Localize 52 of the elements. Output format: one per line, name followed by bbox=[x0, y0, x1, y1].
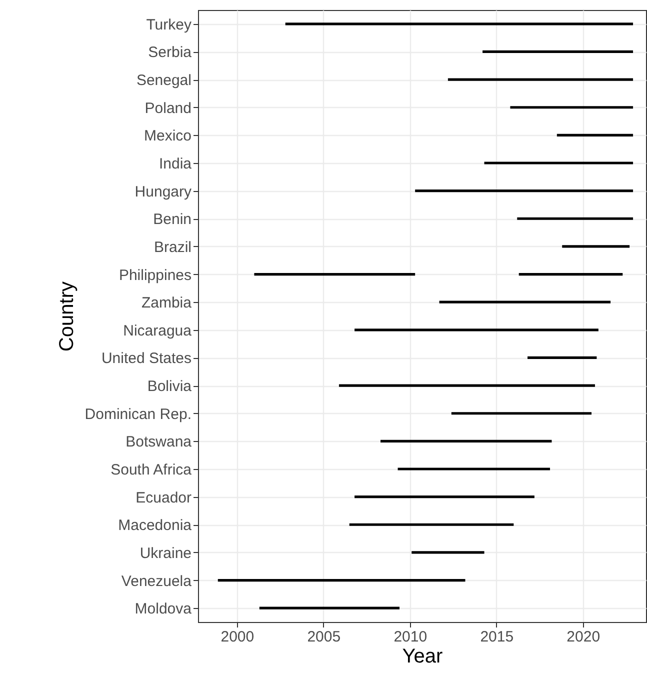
bar bbox=[484, 162, 634, 164]
y-tick-label: Moldova bbox=[134, 600, 192, 618]
y-tick-label: South Africa bbox=[110, 462, 192, 478]
bar bbox=[354, 328, 598, 332]
x-tick-label: 2020 bbox=[566, 628, 600, 646]
y-tick-label: Venezuela bbox=[121, 572, 192, 590]
bar bbox=[349, 523, 514, 526]
bar bbox=[556, 134, 634, 136]
y-tick-label: India bbox=[158, 156, 192, 172]
y-tick-label: Ukraine bbox=[140, 544, 192, 562]
x-tick-label: 2015 bbox=[480, 628, 514, 646]
x-tick-label: 2010 bbox=[394, 628, 428, 646]
y-tick-label: Turkey bbox=[146, 16, 192, 34]
bar bbox=[528, 356, 597, 360]
bar bbox=[451, 412, 592, 415]
bar bbox=[285, 22, 634, 26]
y-tick-label: Zambia bbox=[141, 294, 192, 312]
y-tick-label: Hungary bbox=[134, 183, 192, 200]
y-tick-label: Brazil bbox=[154, 238, 192, 256]
bar bbox=[354, 496, 534, 498]
y-tick-label: Ecuador bbox=[136, 489, 192, 506]
y-tick-label: Nicaragua bbox=[123, 322, 192, 340]
y-tick-label: Serbia bbox=[148, 44, 192, 62]
bar bbox=[562, 245, 630, 248]
bar bbox=[482, 50, 634, 54]
x-axis-title: Year bbox=[402, 646, 444, 668]
y-tick-label: Philippines bbox=[118, 266, 192, 284]
bar bbox=[439, 300, 611, 304]
y-tick-label: United States bbox=[101, 350, 192, 368]
y-tick-label: Mexico bbox=[144, 128, 192, 145]
y-tick-label: Macedonia bbox=[118, 517, 192, 534]
bar bbox=[254, 272, 416, 276]
bar bbox=[218, 578, 466, 582]
x-tick-label: 2005 bbox=[307, 628, 341, 646]
y-tick-label: Botswana bbox=[126, 434, 192, 451]
bar bbox=[338, 384, 595, 387]
bar bbox=[510, 106, 634, 109]
x-tick-label: 2000 bbox=[220, 628, 254, 646]
bar bbox=[518, 272, 623, 276]
bar bbox=[412, 551, 484, 554]
y-axis-title: Country bbox=[56, 281, 78, 352]
bar bbox=[259, 606, 400, 610]
y-tick-label: Benin bbox=[153, 211, 192, 228]
y-tick-label: Senegal bbox=[136, 72, 192, 90]
bar bbox=[380, 440, 552, 442]
bar bbox=[517, 217, 634, 220]
y-tick-label: Poland bbox=[144, 100, 192, 117]
bar bbox=[415, 190, 634, 192]
y-tick-label: Dominican Rep. bbox=[84, 406, 192, 423]
bar bbox=[448, 78, 634, 81]
y-tick-label: Bolivia bbox=[147, 378, 192, 396]
bar bbox=[398, 468, 550, 470]
